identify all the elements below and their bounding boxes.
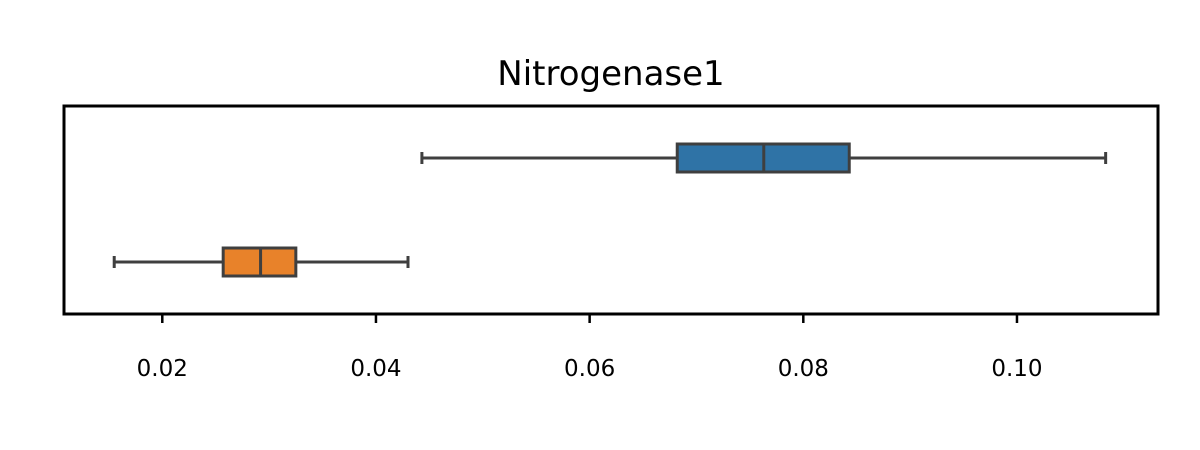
box-series-2 [112, 246, 410, 278]
x-tick-label: 0.06 [564, 356, 615, 382]
x-axis: 0.02 0.04 0.06 0.08 0.10 [137, 314, 1043, 382]
x-tick-label: 0.10 [991, 356, 1042, 382]
x-tick-label: 0.04 [350, 356, 401, 382]
x-tick-label: 0.08 [778, 356, 829, 382]
box-group [112, 142, 1108, 278]
chart-title: Nitrogenase1 [497, 54, 724, 94]
plot-frame [62, 104, 1160, 316]
box-series-1 [420, 142, 1108, 174]
x-tick-label: 0.02 [137, 356, 188, 382]
